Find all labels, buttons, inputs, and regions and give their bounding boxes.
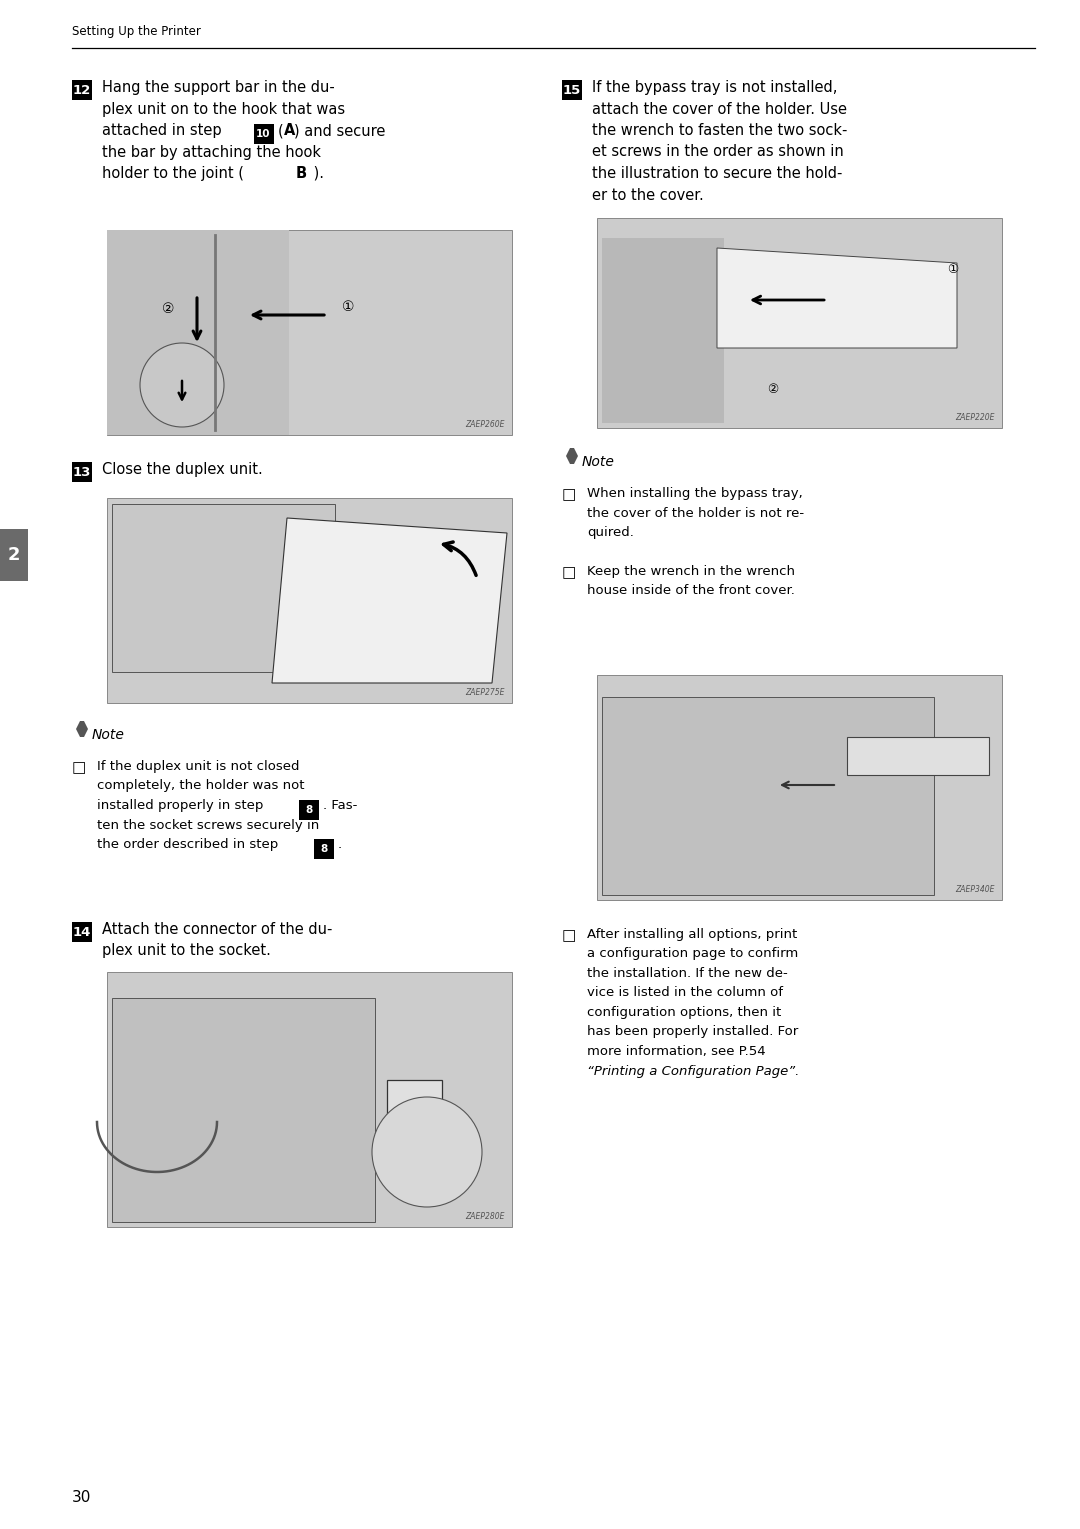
Text: plex unit to the socket.: plex unit to the socket. xyxy=(102,943,271,959)
Bar xyxy=(299,800,319,820)
Bar xyxy=(314,839,334,859)
Text: 13: 13 xyxy=(72,465,91,479)
Text: house inside of the front cover.: house inside of the front cover. xyxy=(588,584,795,598)
Bar xyxy=(597,674,1002,901)
Text: .: . xyxy=(338,838,342,852)
Text: 30: 30 xyxy=(72,1489,92,1505)
Bar xyxy=(107,498,512,703)
Text: Keep the wrench in the wrench: Keep the wrench in the wrench xyxy=(588,566,795,578)
Polygon shape xyxy=(76,722,87,737)
Bar xyxy=(597,219,1002,428)
Text: Note: Note xyxy=(582,456,615,469)
Text: If the duplex unit is not closed: If the duplex unit is not closed xyxy=(97,760,299,774)
Bar xyxy=(107,229,289,434)
Text: ).: ). xyxy=(309,167,324,180)
Text: ZAEP220E: ZAEP220E xyxy=(956,413,995,422)
Text: 12: 12 xyxy=(72,84,91,96)
Bar xyxy=(387,1079,442,1122)
Polygon shape xyxy=(272,518,507,683)
Polygon shape xyxy=(717,248,957,349)
Text: ②: ② xyxy=(162,303,175,317)
Bar xyxy=(112,505,335,673)
Text: . Fas-: . Fas- xyxy=(323,800,357,812)
Text: (: ( xyxy=(278,122,283,138)
Text: ②: ② xyxy=(767,382,779,396)
Text: □: □ xyxy=(562,488,577,502)
Text: ZAEP275E: ZAEP275E xyxy=(465,688,505,697)
Text: Setting Up the Printer: Setting Up the Printer xyxy=(72,24,201,38)
Text: the illustration to secure the hold-: the illustration to secure the hold- xyxy=(592,167,842,180)
Text: ten the socket screws securely in: ten the socket screws securely in xyxy=(97,818,320,832)
Text: 8: 8 xyxy=(321,844,327,855)
Text: ①: ① xyxy=(342,300,354,313)
Text: 15: 15 xyxy=(563,84,581,96)
Text: more information, see P.54: more information, see P.54 xyxy=(588,1044,766,1058)
Text: “Printing a Configuration Page”.: “Printing a Configuration Page”. xyxy=(588,1064,799,1078)
Text: has been properly installed. For: has been properly installed. For xyxy=(588,1026,798,1038)
Bar xyxy=(72,462,92,482)
Text: ZAEP260E: ZAEP260E xyxy=(465,420,505,430)
Text: a configuration page to confirm: a configuration page to confirm xyxy=(588,948,798,960)
Text: 8: 8 xyxy=(306,804,312,815)
Text: ①: ① xyxy=(947,263,958,277)
Bar xyxy=(254,124,273,144)
Text: the cover of the holder is not re-: the cover of the holder is not re- xyxy=(588,506,805,520)
Text: 2: 2 xyxy=(8,546,21,564)
Text: configuration options, then it: configuration options, then it xyxy=(588,1006,781,1018)
Bar xyxy=(0,529,28,581)
Text: ZAEP280E: ZAEP280E xyxy=(465,1212,505,1222)
Circle shape xyxy=(372,1096,482,1206)
Polygon shape xyxy=(566,448,578,463)
Bar xyxy=(107,972,512,1226)
Bar xyxy=(562,80,582,99)
Text: quired.: quired. xyxy=(588,526,634,540)
Text: □: □ xyxy=(562,566,577,579)
Bar xyxy=(72,922,92,942)
Text: vice is listed in the column of: vice is listed in the column of xyxy=(588,986,783,1000)
Text: When installing the bypass tray,: When installing the bypass tray, xyxy=(588,488,802,500)
Text: After installing all options, print: After installing all options, print xyxy=(588,928,797,940)
Text: ZAEP340E: ZAEP340E xyxy=(956,885,995,894)
Text: the bar by attaching the hook: the bar by attaching the hook xyxy=(102,145,321,159)
Bar xyxy=(107,229,512,434)
Text: the wrench to fasten the two sock-: the wrench to fasten the two sock- xyxy=(592,122,848,138)
Text: the order described in step: the order described in step xyxy=(97,838,283,852)
Text: et screws in the order as shown in: et screws in the order as shown in xyxy=(592,145,843,159)
Bar xyxy=(112,997,375,1222)
Text: 14: 14 xyxy=(72,925,91,939)
Text: 10: 10 xyxy=(256,128,271,139)
Text: holder to the joint (: holder to the joint ( xyxy=(102,167,253,180)
Bar xyxy=(602,239,724,424)
Bar xyxy=(72,80,92,99)
Text: A: A xyxy=(284,122,295,138)
Text: the installation. If the new de-: the installation. If the new de- xyxy=(588,966,787,980)
Text: Note: Note xyxy=(92,728,125,742)
Bar xyxy=(847,737,989,775)
Text: Hang the support bar in the du-: Hang the support bar in the du- xyxy=(102,80,335,95)
Text: □: □ xyxy=(562,928,577,943)
Text: If the bypass tray is not installed,: If the bypass tray is not installed, xyxy=(592,80,837,95)
Bar xyxy=(602,697,934,894)
Text: □: □ xyxy=(72,760,86,775)
Text: plex unit on to the hook that was: plex unit on to the hook that was xyxy=(102,101,346,116)
Text: attached in step: attached in step xyxy=(102,122,226,138)
Text: installed properly in step: installed properly in step xyxy=(97,800,268,812)
Text: B: B xyxy=(296,167,307,180)
Text: Attach the connector of the du-: Attach the connector of the du- xyxy=(102,922,333,937)
Text: er to the cover.: er to the cover. xyxy=(592,188,704,202)
Text: ) and secure: ) and secure xyxy=(295,122,386,138)
Circle shape xyxy=(140,342,224,427)
Text: attach the cover of the holder. Use: attach the cover of the holder. Use xyxy=(592,101,847,116)
Text: Close the duplex unit.: Close the duplex unit. xyxy=(102,462,262,477)
Text: completely, the holder was not: completely, the holder was not xyxy=(97,780,305,792)
